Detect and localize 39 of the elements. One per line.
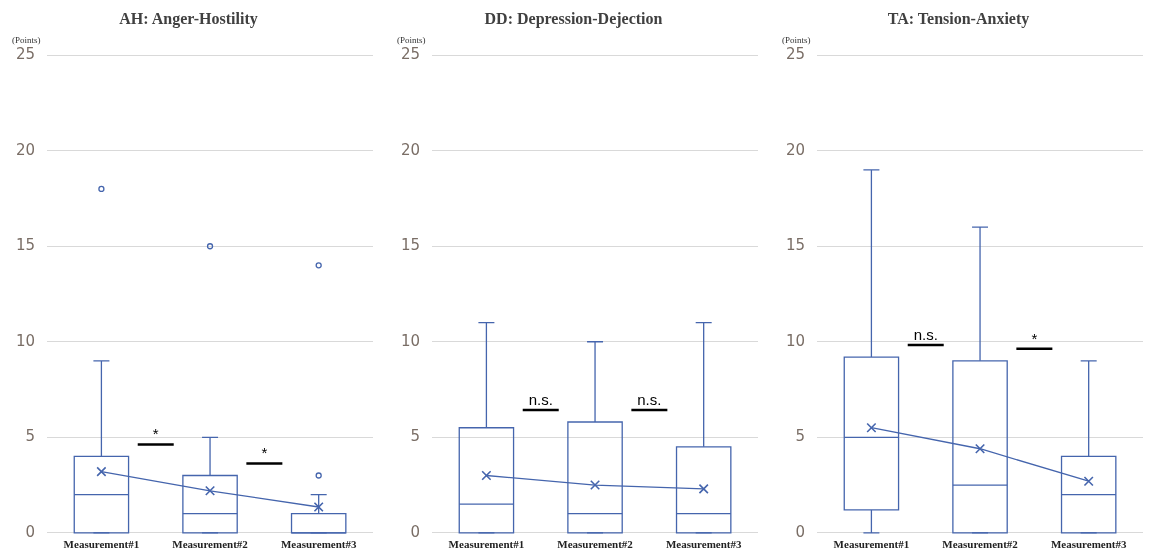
y-tick-label: 20 bbox=[785, 140, 806, 159]
annotation: n.s. bbox=[913, 325, 938, 343]
y-tick-label: 15 bbox=[785, 236, 806, 255]
x-tick-label: Measurement#3 bbox=[1050, 538, 1127, 551]
x-tick-label: Measurement#1 bbox=[63, 538, 140, 551]
annotation: n.s. bbox=[528, 390, 553, 408]
x-tick-label: Measurement#2 bbox=[942, 538, 1019, 551]
y-tick-label: 5 bbox=[795, 427, 806, 446]
y-tick-label: 0 bbox=[410, 522, 421, 541]
y-tick-label: 15 bbox=[15, 236, 36, 255]
x-tick-label: Measurement#3 bbox=[665, 538, 742, 551]
annotation: * bbox=[152, 425, 159, 443]
x-tick-label: Measurement#2 bbox=[172, 538, 249, 551]
y-axis-title: (Points) bbox=[397, 35, 426, 46]
chart-title: TA: Tension-Anxiety bbox=[887, 9, 1030, 28]
annotation: n.s. bbox=[637, 390, 662, 408]
y-tick-label: 15 bbox=[400, 236, 421, 255]
y-tick-label: 5 bbox=[25, 427, 36, 446]
y-tick-label: 0 bbox=[25, 522, 36, 541]
y-tick-label: 10 bbox=[400, 331, 421, 350]
chart-title: AH: Anger-Hostility bbox=[119, 9, 258, 28]
x-tick-label: Measurement#1 bbox=[448, 538, 525, 551]
y-axis-title: (Points) bbox=[12, 35, 41, 46]
y-tick-label: 20 bbox=[15, 140, 36, 159]
y-tick-label: 20 bbox=[400, 140, 421, 159]
y-tick-label: 10 bbox=[15, 331, 36, 350]
annotation: * bbox=[1031, 329, 1038, 347]
y-tick-label: 0 bbox=[795, 522, 806, 541]
x-tick-label: Measurement#1 bbox=[833, 538, 910, 551]
y-axis-title: (Points) bbox=[782, 35, 811, 46]
y-tick-label: 5 bbox=[410, 427, 421, 446]
annotation: * bbox=[261, 444, 268, 462]
y-tick-label: 25 bbox=[785, 45, 806, 64]
y-tick-label: 25 bbox=[15, 45, 36, 64]
y-tick-label: 25 bbox=[400, 45, 421, 64]
x-tick-label: Measurement#3 bbox=[280, 538, 357, 551]
chart-title: DD: Depression-Dejection bbox=[484, 9, 663, 28]
y-tick-label: 10 bbox=[785, 331, 806, 350]
x-tick-label: Measurement#2 bbox=[557, 538, 634, 551]
